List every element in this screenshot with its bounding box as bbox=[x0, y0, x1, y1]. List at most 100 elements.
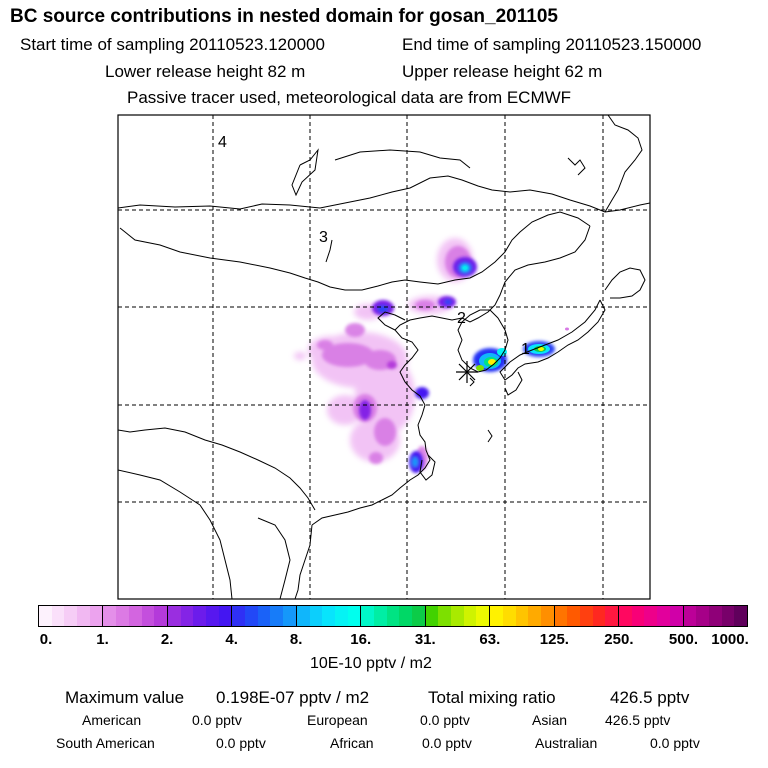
region-value-south-american: 0.0 pptv bbox=[216, 735, 266, 751]
colorbar-swatch bbox=[180, 606, 194, 626]
receptor-marker bbox=[456, 361, 478, 383]
tracer-info: Passive tracer used, meteorological data… bbox=[127, 88, 572, 107]
colorbar-swatch bbox=[103, 606, 117, 626]
region-name-american: American bbox=[82, 712, 142, 728]
region-value-european: 0.0 pptv bbox=[420, 712, 470, 728]
colorbar-swatch bbox=[657, 606, 670, 626]
colorbar-segment bbox=[425, 606, 491, 626]
region-name-asian: Asian bbox=[532, 712, 568, 728]
colorbar-swatch bbox=[567, 606, 580, 626]
colorbar-segment bbox=[683, 606, 747, 626]
colorbar-swatch bbox=[619, 606, 632, 626]
colorbar-swatch bbox=[218, 606, 232, 626]
colorbar-swatch bbox=[425, 606, 439, 626]
start-time: Start time of sampling 20110523.120000 bbox=[20, 35, 325, 54]
colorbar-swatch bbox=[322, 606, 335, 626]
colorbar-swatch bbox=[89, 606, 103, 626]
colorbar-swatch bbox=[128, 606, 142, 626]
colorbar-segment bbox=[167, 606, 233, 626]
region-label-4: 4 bbox=[218, 134, 227, 151]
colorbar-swatch bbox=[734, 606, 747, 626]
colorbar-swatch bbox=[296, 606, 310, 626]
colorbar-swatch bbox=[644, 606, 658, 626]
colorbar-swatch bbox=[77, 606, 90, 626]
colorbar-swatch bbox=[669, 606, 683, 626]
colorbar-swatch bbox=[399, 606, 413, 626]
region-name-australian: Australian bbox=[535, 735, 598, 751]
region-label-1: 1 bbox=[521, 341, 530, 358]
colorbar-swatch bbox=[257, 606, 271, 626]
map-grid bbox=[118, 115, 650, 599]
colorbar-swatch bbox=[540, 606, 554, 626]
coastlines bbox=[118, 115, 650, 599]
region-value-american: 0.0 pptv bbox=[192, 712, 242, 728]
colorbar-swatch bbox=[605, 606, 619, 626]
colorbar-swatch bbox=[490, 606, 503, 626]
colorbar-swatch bbox=[141, 606, 155, 626]
end-time: End time of sampling 20110523.150000 bbox=[402, 35, 702, 54]
colorbar-swatch bbox=[580, 606, 593, 626]
colorbar-tick-label: 125. bbox=[539, 631, 569, 648]
colorbar-tick-label: 31. bbox=[414, 631, 436, 648]
colorbar-swatch bbox=[270, 606, 284, 626]
colorbar-swatch bbox=[64, 606, 78, 626]
colorbar-swatch bbox=[554, 606, 568, 626]
colorbar-swatch bbox=[309, 606, 323, 626]
figure-title: BC source contributions in nested domain… bbox=[10, 6, 558, 27]
max-value: 0.198E-07 pptv / m2 bbox=[216, 688, 370, 707]
colorbar-swatch bbox=[39, 606, 52, 626]
colorbar-swatch bbox=[476, 606, 490, 626]
colorbar-swatch bbox=[696, 606, 709, 626]
total-mixing-value: 426.5 pptv bbox=[610, 688, 690, 707]
plume-field bbox=[294, 238, 569, 473]
colorbar-tick-label: 2. bbox=[160, 631, 174, 648]
colorbar-segment bbox=[232, 606, 297, 626]
colorbar-tick-label: 4. bbox=[225, 631, 238, 648]
region-name-african: African bbox=[330, 735, 374, 751]
region-name-european: European bbox=[307, 712, 368, 728]
colorbar-swatch bbox=[451, 606, 464, 626]
region-value-australian: 0.0 pptv bbox=[650, 735, 700, 751]
colorbar-segment bbox=[296, 606, 362, 626]
region-value-african: 0.0 pptv bbox=[422, 735, 472, 751]
colorbar-tick-label: 63. bbox=[479, 631, 501, 648]
colorbar bbox=[38, 605, 748, 627]
colorbar-swatch bbox=[373, 606, 387, 626]
colorbar-swatch bbox=[116, 606, 129, 626]
colorbar-swatch bbox=[193, 606, 206, 626]
colorbar-swatch bbox=[528, 606, 541, 626]
region-name-south-american: South American bbox=[56, 735, 155, 751]
colorbar-swatch bbox=[438, 606, 452, 626]
region-label-2: 2 bbox=[457, 310, 466, 327]
colorbar-segment bbox=[361, 606, 426, 626]
colorbar-tick-label: 500. bbox=[668, 631, 699, 648]
colorbar-segment bbox=[490, 606, 555, 626]
colorbar-swatch bbox=[283, 606, 296, 626]
colorbar-swatch bbox=[361, 606, 374, 626]
colorbar-units: 10E-10 pptv / m2 bbox=[310, 655, 432, 672]
colorbar-segment bbox=[554, 606, 620, 626]
colorbar-swatch bbox=[154, 606, 167, 626]
map-frame bbox=[117, 114, 651, 600]
colorbar-tick-label: 0. bbox=[39, 631, 53, 648]
colorbar-segment bbox=[39, 606, 104, 626]
colorbar-tick-label: 16. bbox=[350, 631, 372, 648]
colorbar-tick-label: 1000. bbox=[711, 631, 749, 648]
colorbar-swatch bbox=[386, 606, 400, 626]
colorbar-swatch bbox=[708, 606, 722, 626]
lower-release-height: Lower release height 82 m bbox=[105, 62, 306, 81]
colorbar-swatch bbox=[592, 606, 606, 626]
colorbar-swatch bbox=[232, 606, 246, 626]
colorbar-swatch bbox=[245, 606, 258, 626]
max-value-label: Maximum value bbox=[65, 688, 185, 707]
colorbar-tick-label: 1. bbox=[96, 631, 109, 648]
colorbar-segment bbox=[619, 606, 684, 626]
colorbar-swatch bbox=[51, 606, 65, 626]
total-mixing-label: Total mixing ratio bbox=[428, 688, 556, 707]
upper-release-height: Upper release height 62 m bbox=[402, 62, 603, 81]
region-value-asian: 426.5 pptv bbox=[605, 712, 671, 728]
colorbar-swatch bbox=[502, 606, 516, 626]
colorbar-swatch bbox=[205, 606, 219, 626]
colorbar-tick-label: 250. bbox=[604, 631, 634, 648]
colorbar-swatch bbox=[347, 606, 361, 626]
